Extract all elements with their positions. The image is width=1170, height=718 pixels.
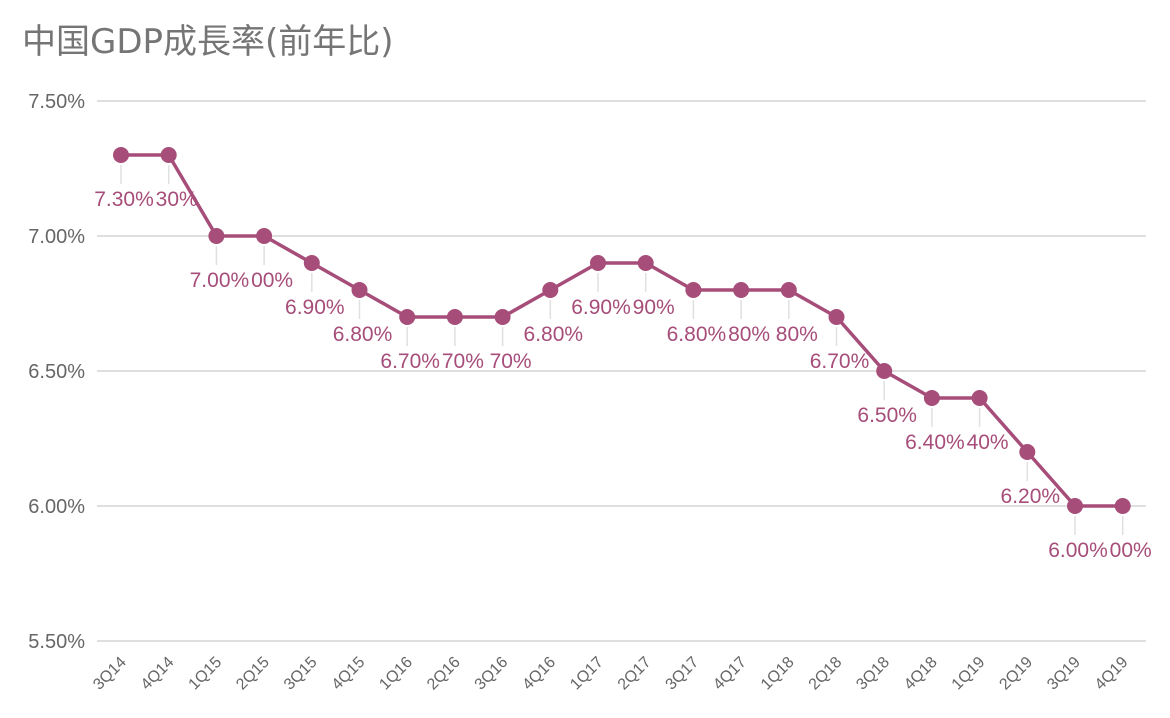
y-tick-label: 7.50% bbox=[28, 91, 85, 113]
data-label: 80% bbox=[776, 323, 818, 346]
x-axis-tick-labels: 3Q14 4Q14 1Q15 2Q15 3Q15 4Q15 1Q16 2Q16 3Q16 4Q16… bbox=[90, 654, 1131, 694]
grid-lines bbox=[97, 100, 1146, 642]
y-axis-tick-labels: 7.50% 7.00% 6.50% 6.00% 5.50% bbox=[28, 91, 85, 653]
data-point bbox=[1019, 444, 1036, 460]
label-leader-lines bbox=[120, 165, 1124, 535]
x-tick-label: 4Q16 bbox=[519, 654, 559, 694]
data-label: 6.40% bbox=[905, 431, 965, 454]
x-tick-label: 2Q17 bbox=[615, 654, 655, 694]
data-label: 6.00% bbox=[1048, 539, 1108, 562]
data-label: 90% bbox=[633, 296, 675, 319]
data-point bbox=[542, 282, 559, 298]
data-label: 80% bbox=[728, 323, 770, 346]
data-point bbox=[685, 282, 702, 298]
y-tick-label: 7.00% bbox=[28, 226, 85, 248]
y-tick-label: 6.00% bbox=[28, 496, 85, 518]
data-label: 40% bbox=[967, 431, 1009, 454]
data-label: 6.90% bbox=[285, 296, 345, 319]
y-tick-label: 6.50% bbox=[28, 361, 85, 383]
data-label: 70% bbox=[442, 350, 484, 373]
data-point bbox=[208, 228, 225, 244]
x-tick-label: 3Q18 bbox=[853, 654, 893, 694]
x-tick-label: 2Q18 bbox=[806, 654, 846, 694]
x-tick-label: 2Q16 bbox=[424, 654, 464, 694]
x-tick-label: 4Q14 bbox=[138, 654, 178, 694]
data-label: 6.80% bbox=[524, 323, 584, 346]
data-point bbox=[923, 390, 940, 406]
x-tick-label: 3Q19 bbox=[1044, 654, 1084, 694]
data-label: 6.50% bbox=[857, 404, 917, 427]
data-label: 00% bbox=[1110, 539, 1152, 562]
x-tick-label: 1Q17 bbox=[567, 654, 607, 694]
x-tick-label: 1Q16 bbox=[376, 654, 416, 694]
x-tick-label: 3Q15 bbox=[281, 654, 321, 694]
data-point bbox=[446, 309, 463, 325]
x-tick-label: 4Q19 bbox=[1092, 654, 1132, 694]
x-tick-label: 3Q17 bbox=[663, 654, 703, 694]
series-line bbox=[121, 153, 1123, 508]
data-point bbox=[494, 309, 511, 325]
data-label: 6.90% bbox=[571, 296, 631, 319]
x-tick-label: 4Q17 bbox=[710, 654, 750, 694]
data-label: 00% bbox=[251, 269, 293, 292]
data-label: 6.80% bbox=[667, 323, 727, 346]
data-point bbox=[256, 228, 273, 244]
x-tick-label: 4Q15 bbox=[329, 654, 369, 694]
data-point bbox=[351, 282, 368, 298]
data-point bbox=[399, 309, 416, 325]
series-points bbox=[113, 147, 1131, 514]
data-point bbox=[1067, 498, 1083, 514]
data-label: 6.70% bbox=[810, 350, 870, 373]
data-point bbox=[971, 390, 988, 406]
data-point bbox=[1114, 498, 1131, 514]
x-tick-label: 1Q19 bbox=[949, 654, 989, 694]
data-label: 70% bbox=[490, 350, 532, 373]
data-point bbox=[780, 282, 797, 298]
data-point bbox=[303, 255, 320, 271]
x-tick-label: 3Q14 bbox=[90, 654, 130, 694]
data-label: 7.30% bbox=[94, 188, 154, 211]
data-point bbox=[590, 255, 606, 271]
data-labels: 7.30% 30%7.00% 00%6.90%6.80%6.70% 70% 70%6.8… bbox=[94, 188, 1151, 562]
x-tick-label: 1Q15 bbox=[186, 654, 226, 694]
chart-title: 中国GDP成長率(前年比) bbox=[22, 22, 394, 62]
x-tick-label: 4Q18 bbox=[901, 654, 941, 694]
x-tick-label: 2Q15 bbox=[233, 654, 273, 694]
x-tick-label: 1Q18 bbox=[758, 654, 798, 694]
data-point bbox=[828, 309, 845, 325]
data-point bbox=[113, 147, 129, 163]
data-label: 6.80% bbox=[333, 323, 393, 346]
data-point bbox=[160, 147, 177, 163]
data-label: 6.70% bbox=[380, 350, 440, 373]
y-tick-label: 5.50% bbox=[28, 631, 85, 653]
data-label: 7.00% bbox=[190, 269, 250, 292]
data-point bbox=[733, 282, 750, 298]
series-line-group bbox=[121, 153, 1123, 508]
data-point bbox=[637, 255, 654, 271]
x-tick-label: 3Q16 bbox=[472, 654, 512, 694]
data-label: 6.20% bbox=[1001, 485, 1061, 508]
data-point bbox=[876, 363, 893, 379]
x-tick-label: 2Q19 bbox=[996, 654, 1036, 694]
data-label: 30% bbox=[156, 188, 198, 211]
